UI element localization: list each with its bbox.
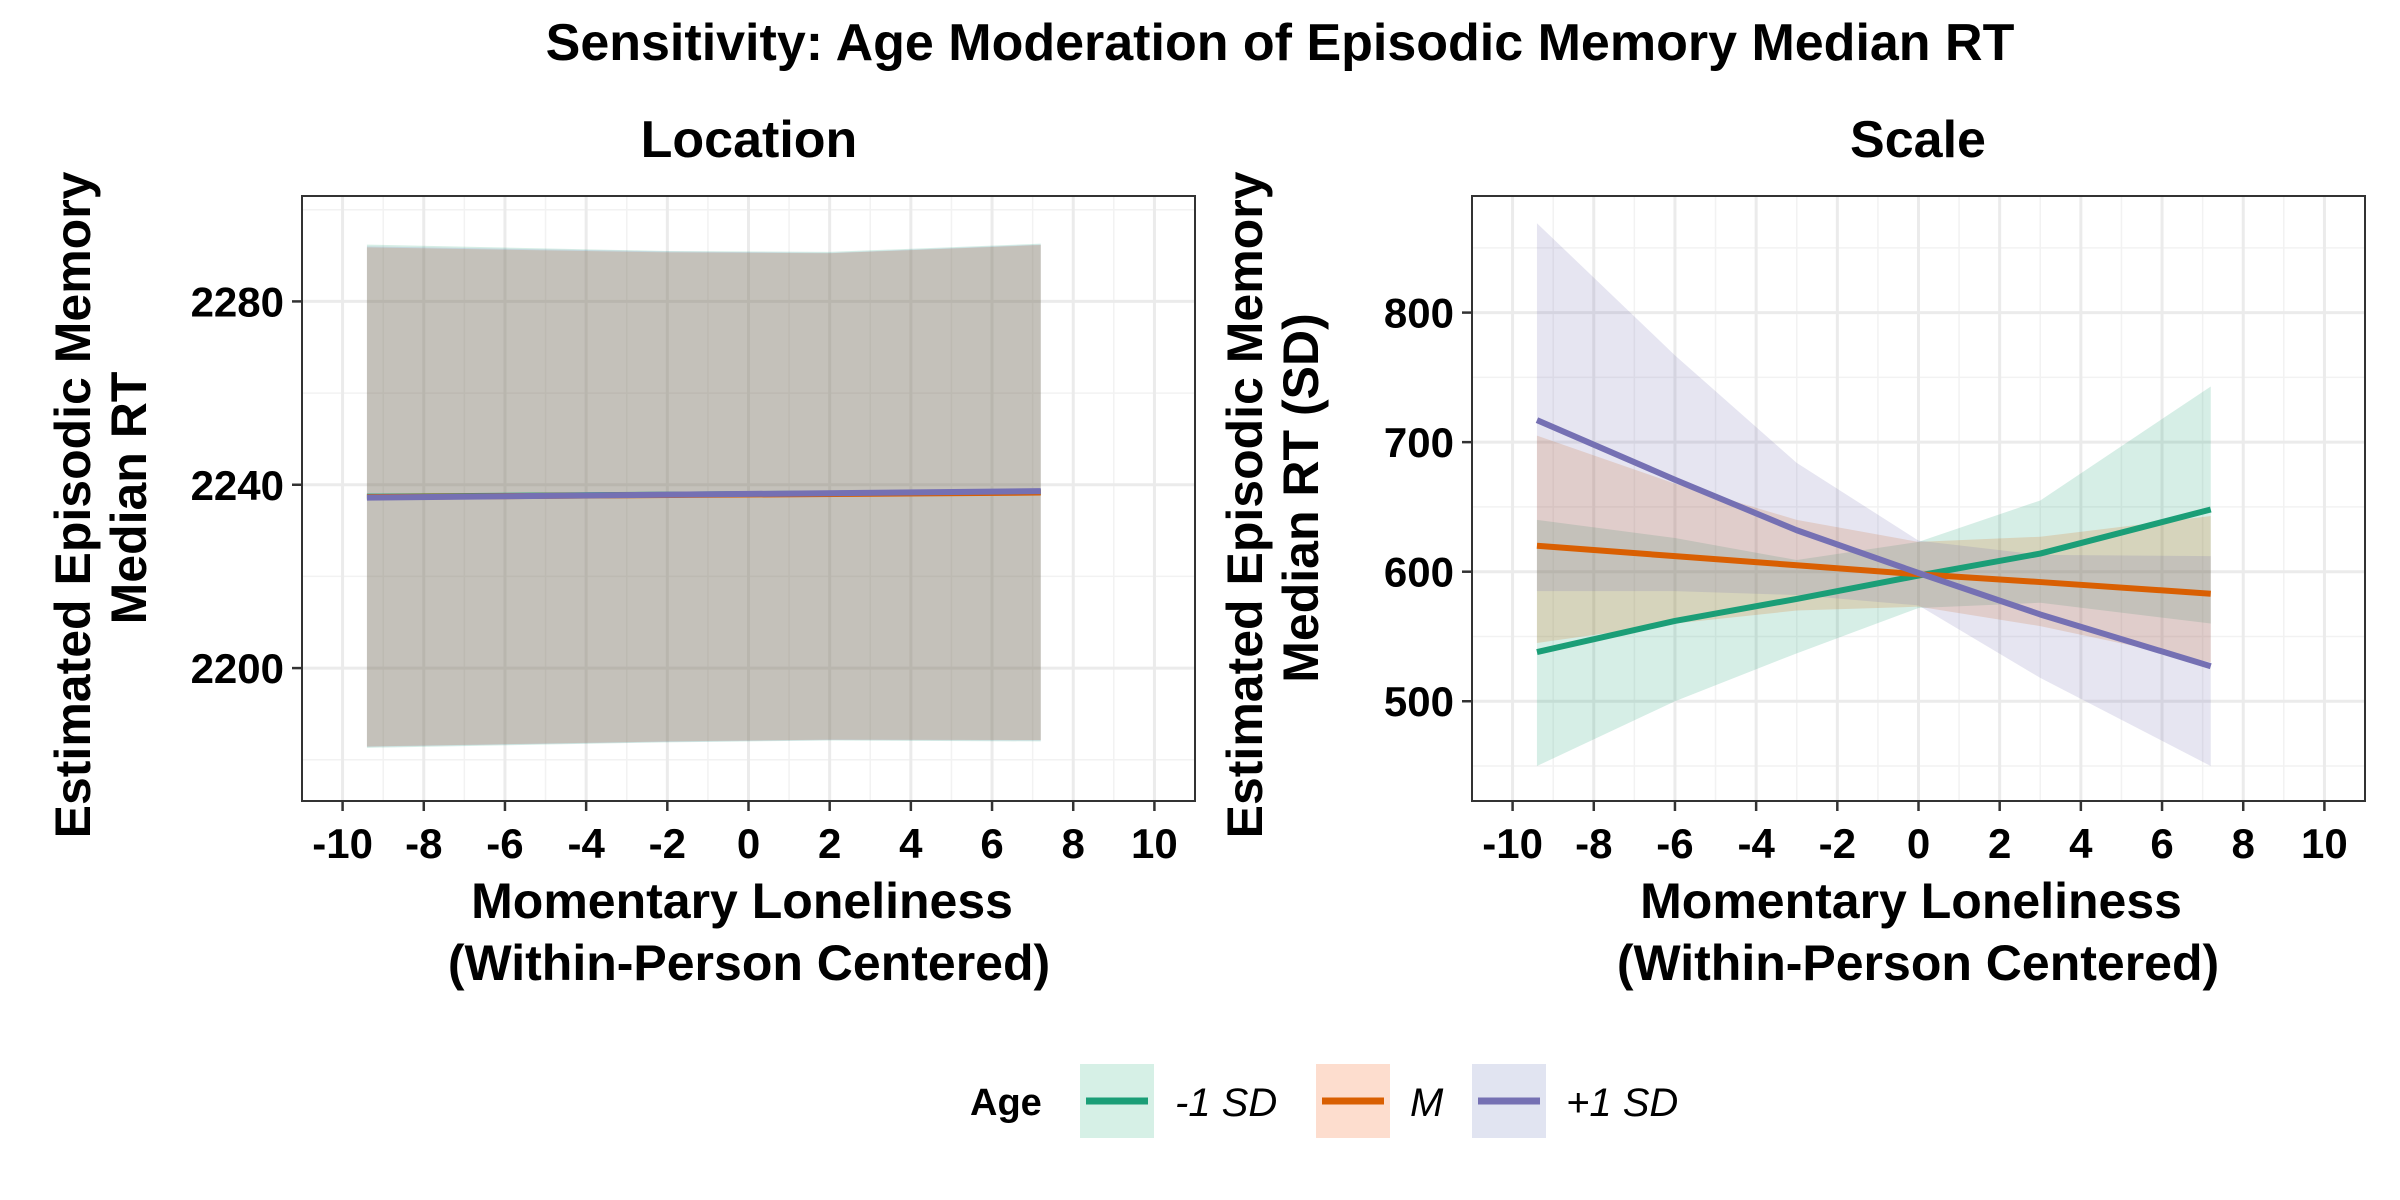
panel-scale: Scale -10 -8 -6 -4 -2 0 2 4 6 8 10 500 600 700 800 Mo… (1217, 111, 2366, 991)
figure-title: Sensitivity: Age Moderation of Episodic … (546, 14, 2015, 72)
x-axis-title-location: Momentary Loneliness (Within-Person Cent… (448, 873, 1050, 991)
y-axis-scale: 500 600 700 800 (1384, 290, 1472, 725)
y-tick-label: 600 (1384, 549, 1454, 596)
x-tick-label: 10 (2301, 820, 2348, 867)
x-tick-label: -6 (1656, 820, 1693, 867)
series-line-plus-1-sd (1535, 417, 2212, 670)
legend-item-plus-1sd: +1 SD (1472, 1064, 1678, 1138)
x-tick-label: 2 (818, 820, 841, 867)
legend-item-minus-1sd: -1 SD (1080, 1064, 1277, 1138)
x-tick-label: 8 (1062, 820, 1085, 867)
y-tick-label: 2280 (191, 278, 284, 325)
x-tick-label: 6 (2150, 820, 2173, 867)
y-tick-label: 700 (1384, 419, 1454, 466)
grid-location (301, 196, 1196, 801)
ribbon-m (1536, 435, 2211, 663)
x-tick-label: 10 (1131, 820, 1178, 867)
x-tick-label: -4 (567, 820, 605, 867)
x-axis-scale: -10 -8 -6 -4 -2 0 2 4 6 8 10 (1482, 801, 2348, 867)
x-tick-label: -8 (1575, 820, 1612, 867)
x-tick-label: -2 (1819, 820, 1856, 867)
series-line-m (1536, 542, 2211, 597)
x-axis-title-scale: Momentary Loneliness (Within-Person Cent… (1617, 873, 2219, 991)
x-tick-label: -6 (486, 820, 523, 867)
legend: Age -1 SD M +1 SD (970, 1064, 1678, 1138)
x-tick-label: -10 (1482, 820, 1543, 867)
legend-item-mean: M (1316, 1064, 1444, 1138)
y-tick-label: 500 (1384, 678, 1454, 725)
y-axis-title-scale: Estimated Episodic Memory Median RT (SD) (1217, 158, 1329, 839)
x-tick-label: 4 (899, 820, 923, 867)
legend-title: Age (970, 1082, 1042, 1124)
x-axis-location: -10 -8 -6 -4 -2 0 2 4 6 8 10 (312, 801, 1178, 867)
x-tick-label: 0 (737, 820, 760, 867)
x-tick-label: 8 (2232, 820, 2255, 867)
panel-title-location: Location (641, 111, 858, 169)
x-tick-label: -10 (312, 820, 373, 867)
x-tick-label: 4 (2069, 820, 2093, 867)
panel-title-scale: Scale (1850, 111, 1986, 169)
x-tick-label: -8 (405, 820, 442, 867)
y-axis-location: 2200 2240 2280 (191, 278, 302, 692)
y-tick-label: 2200 (191, 645, 284, 692)
lines-scale (1535, 417, 2212, 670)
x-tick-label: -4 (1737, 820, 1775, 867)
x-tick-label: 0 (1907, 820, 1930, 867)
x-tick-label: 2 (1988, 820, 2011, 867)
panel-location: Location -10 -8 -6 -4 -2 0 2 4 6 8 10 2200 2240 2280… (45, 111, 1196, 991)
legend-label-minus-1sd: -1 SD (1175, 1081, 1277, 1125)
y-tick-label: 2240 (191, 462, 284, 509)
y-axis-title-location: Estimated Episodic Memory Median RT (45, 158, 157, 839)
ribbon-plus-1-sd (1536, 223, 2211, 767)
x-tick-label: -2 (649, 820, 686, 867)
ribbon-minus-1-sd (1536, 386, 2211, 767)
lines-location (366, 488, 1041, 501)
series-line-plus-1-sd (366, 488, 1041, 501)
y-tick-label: 800 (1384, 290, 1454, 337)
ribbons-scale (1536, 223, 2211, 767)
legend-label-mean: M (1410, 1081, 1444, 1125)
series-line-minus-1-sd (1536, 506, 2212, 655)
legend-label-plus-1sd: +1 SD (1566, 1081, 1678, 1125)
x-tick-label: 6 (980, 820, 1003, 867)
